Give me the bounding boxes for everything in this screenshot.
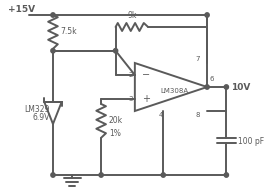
- Circle shape: [224, 173, 229, 177]
- Text: 7: 7: [195, 56, 200, 62]
- Circle shape: [99, 173, 103, 177]
- Text: 2: 2: [129, 72, 133, 78]
- Text: 7.5k: 7.5k: [61, 27, 77, 36]
- Text: +: +: [142, 94, 150, 104]
- Text: +15V: +15V: [8, 5, 35, 14]
- Text: 100 pF: 100 pF: [238, 136, 264, 146]
- Text: 6: 6: [209, 76, 214, 82]
- Text: 6.9V: 6.9V: [33, 113, 50, 123]
- Circle shape: [51, 49, 55, 53]
- Text: LM308A: LM308A: [161, 88, 189, 94]
- Circle shape: [205, 13, 209, 17]
- Circle shape: [161, 173, 165, 177]
- Text: 1%: 1%: [109, 129, 121, 138]
- Circle shape: [51, 13, 55, 17]
- Circle shape: [205, 85, 209, 89]
- Text: LM329: LM329: [25, 104, 50, 113]
- Circle shape: [113, 49, 118, 53]
- Text: −: −: [142, 70, 150, 80]
- Text: 3: 3: [128, 96, 133, 102]
- Polygon shape: [135, 63, 207, 111]
- Circle shape: [51, 173, 55, 177]
- Text: 8: 8: [195, 112, 200, 118]
- Circle shape: [224, 85, 229, 89]
- Text: 9k: 9k: [127, 11, 136, 20]
- Text: 4: 4: [159, 112, 163, 118]
- Text: 20k: 20k: [109, 116, 123, 125]
- Text: 10V: 10V: [231, 82, 251, 91]
